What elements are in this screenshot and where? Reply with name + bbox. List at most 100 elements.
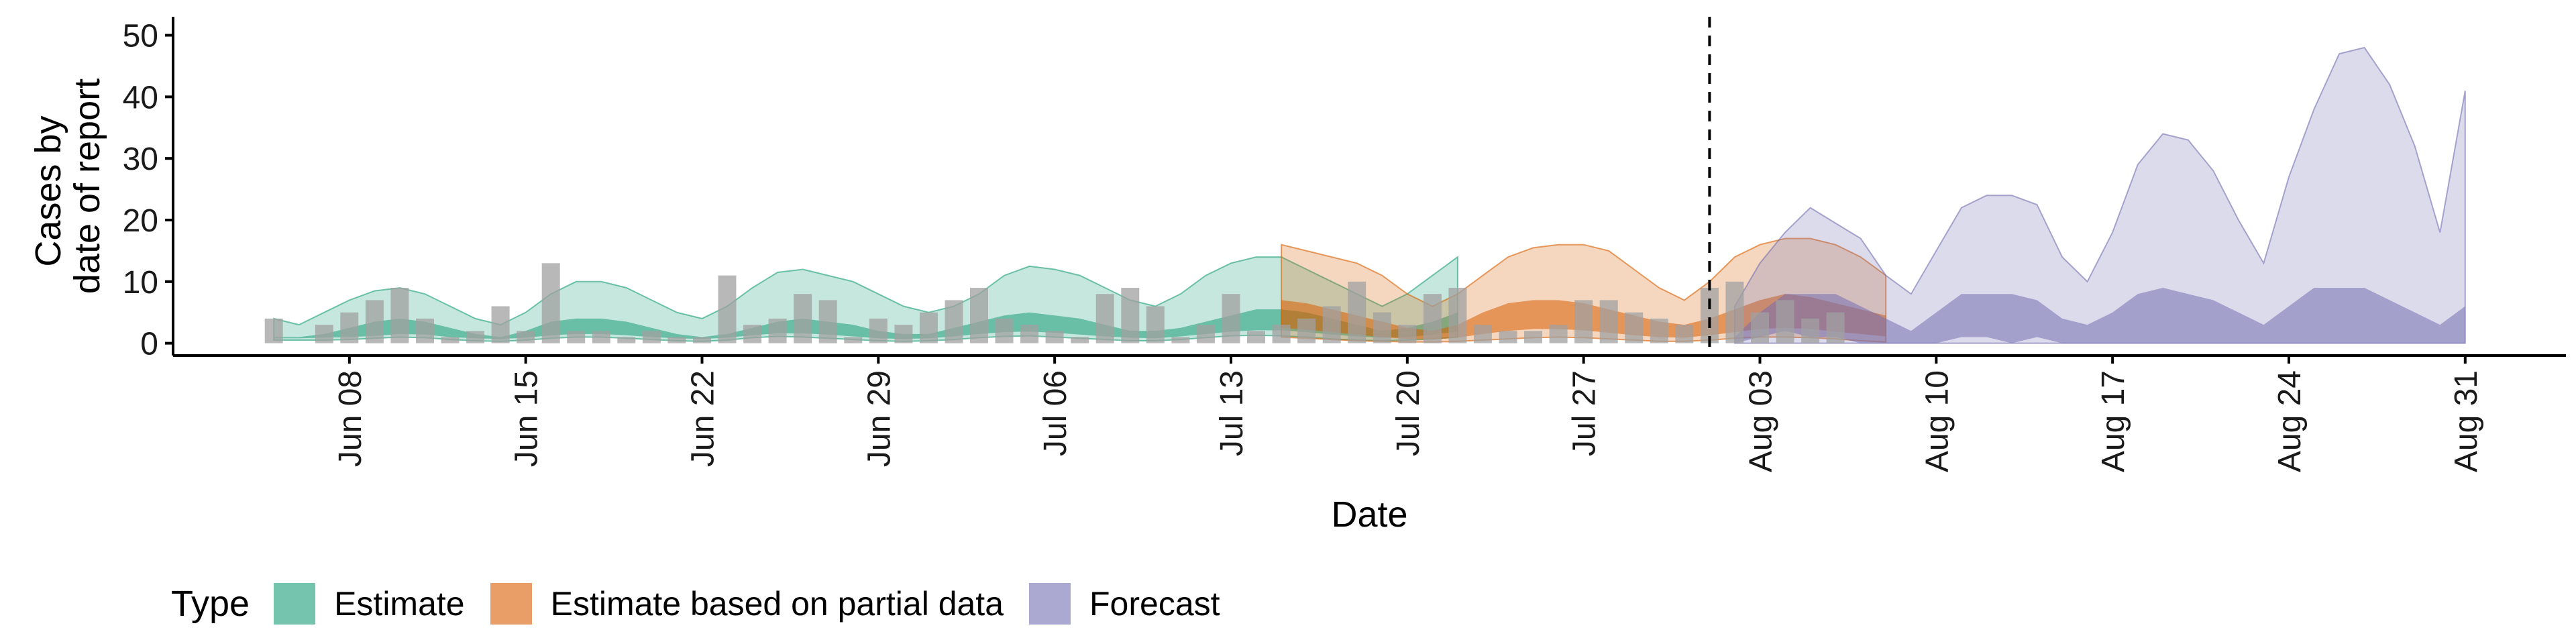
case-bar	[1675, 325, 1694, 343]
x-tick-label: Aug 31	[2449, 370, 2484, 472]
case-bar	[667, 337, 686, 343]
case-bar	[642, 331, 661, 343]
legend: Type Estimate Estimate based on partial …	[171, 577, 1246, 631]
y-tick-label: 40	[123, 80, 158, 115]
x-tick-label: Aug 24	[2272, 370, 2308, 472]
case-bar	[1650, 318, 1668, 343]
case-bar	[1499, 331, 1517, 343]
y-tick-label: 0	[140, 327, 158, 362]
legend-label-forecast: Forecast	[1089, 585, 1220, 623]
x-tick-label: Jul 20	[1391, 370, 1426, 456]
case-bar	[1171, 337, 1190, 343]
case-bar	[340, 312, 359, 343]
case-bar	[1020, 325, 1039, 343]
legend-key-estimate	[274, 583, 316, 625]
x-tick-label: Aug 17	[2096, 370, 2131, 472]
case-bar	[1801, 318, 1820, 343]
x-axis-ticks: Jun 08 Jun 15 Jun 22 Jun 29 Jul 06 Jul 13 Jul …	[333, 356, 2484, 472]
case-bar	[365, 300, 384, 343]
case-bar	[491, 306, 510, 343]
case-bar	[1549, 325, 1568, 343]
case-bar	[1524, 331, 1542, 343]
case-bar	[567, 331, 586, 343]
x-tick-label: Aug 03	[1743, 370, 1779, 472]
case-bar	[768, 318, 787, 343]
uncertainty-bands	[273, 46, 2466, 344]
legend-item-forecast: Forecast	[1029, 583, 1220, 625]
case-bar	[844, 337, 863, 343]
x-tick-label: Jul 13	[1214, 370, 1250, 456]
case-bar	[718, 275, 737, 343]
y-axis-ticks: 0 10 20 30 40 50	[123, 19, 173, 362]
case-bar	[693, 337, 711, 343]
case-bar	[1625, 312, 1644, 343]
case-bar	[1196, 325, 1215, 343]
y-axis-title-line-1: Cases by	[28, 115, 68, 266]
case-bar	[441, 337, 460, 343]
band-50-2	[1734, 288, 2465, 343]
case-bar	[1222, 294, 1240, 343]
case-bar	[1574, 300, 1593, 343]
y-tick-label: 50	[123, 19, 158, 54]
legend-label-estimate: Estimate	[334, 585, 465, 623]
case-bar	[1322, 306, 1341, 343]
reported-case-bars	[264, 263, 1845, 343]
case-bar	[1700, 288, 1719, 343]
case-bar	[390, 288, 409, 343]
x-tick-label: Jul 27	[1567, 370, 1603, 456]
y-axis-title-line-2: date of report	[67, 78, 107, 294]
x-tick-label: Jun 08	[333, 370, 368, 467]
x-tick-label: Jul 06	[1038, 370, 1073, 456]
case-bar	[1751, 312, 1769, 343]
case-bar	[1826, 312, 1845, 343]
case-bar	[1448, 288, 1467, 343]
case-bar	[1297, 318, 1316, 343]
case-bar	[894, 325, 913, 343]
case-bar	[1599, 300, 1618, 343]
y-axis-title: Cases by date of report	[28, 78, 107, 294]
case-bar	[1398, 325, 1417, 343]
y-tick-label: 30	[123, 142, 158, 177]
case-bar	[466, 331, 485, 343]
case-bar	[1071, 337, 1089, 343]
case-bar	[919, 312, 938, 343]
case-bar	[1095, 294, 1114, 343]
y-tick-label: 10	[123, 265, 158, 301]
legend-item-partial: Estimate based on partial data	[490, 583, 1004, 625]
legend-label-partial: Estimate based on partial data	[550, 585, 1004, 623]
legend-item-estimate: Estimate	[274, 583, 465, 625]
case-bar	[541, 263, 560, 343]
case-bar	[1247, 331, 1265, 343]
case-bar	[1776, 300, 1794, 343]
x-axis-title: Date	[1331, 494, 1407, 535]
legend-key-forecast	[1029, 583, 1071, 625]
y-tick-label: 20	[123, 203, 158, 239]
case-bar	[818, 300, 837, 343]
case-bar	[592, 331, 610, 343]
case-bar	[1373, 312, 1391, 343]
case-bar	[743, 325, 762, 343]
legend-key-partial	[490, 583, 532, 625]
case-bar	[416, 318, 434, 343]
case-bar	[1146, 306, 1165, 343]
case-bar	[1348, 281, 1366, 343]
x-tick-label: Jun 22	[686, 370, 721, 467]
x-tick-label: Aug 10	[1919, 370, 1955, 472]
case-bar	[617, 337, 636, 343]
case-bar	[945, 300, 963, 343]
case-bar	[264, 318, 283, 343]
legend-title: Type	[171, 584, 250, 624]
case-bar	[1045, 331, 1064, 343]
case-bar	[1423, 294, 1442, 343]
case-bar	[315, 325, 333, 343]
case-bar	[794, 294, 812, 343]
x-tick-label: Jun 29	[861, 370, 897, 467]
case-bar	[1725, 281, 1744, 343]
case-bar	[1272, 325, 1291, 343]
case-bar	[1473, 325, 1492, 343]
x-tick-label: Jun 15	[509, 370, 545, 467]
case-bar	[970, 288, 988, 343]
case-bar	[1121, 288, 1140, 343]
case-bar	[517, 331, 535, 343]
